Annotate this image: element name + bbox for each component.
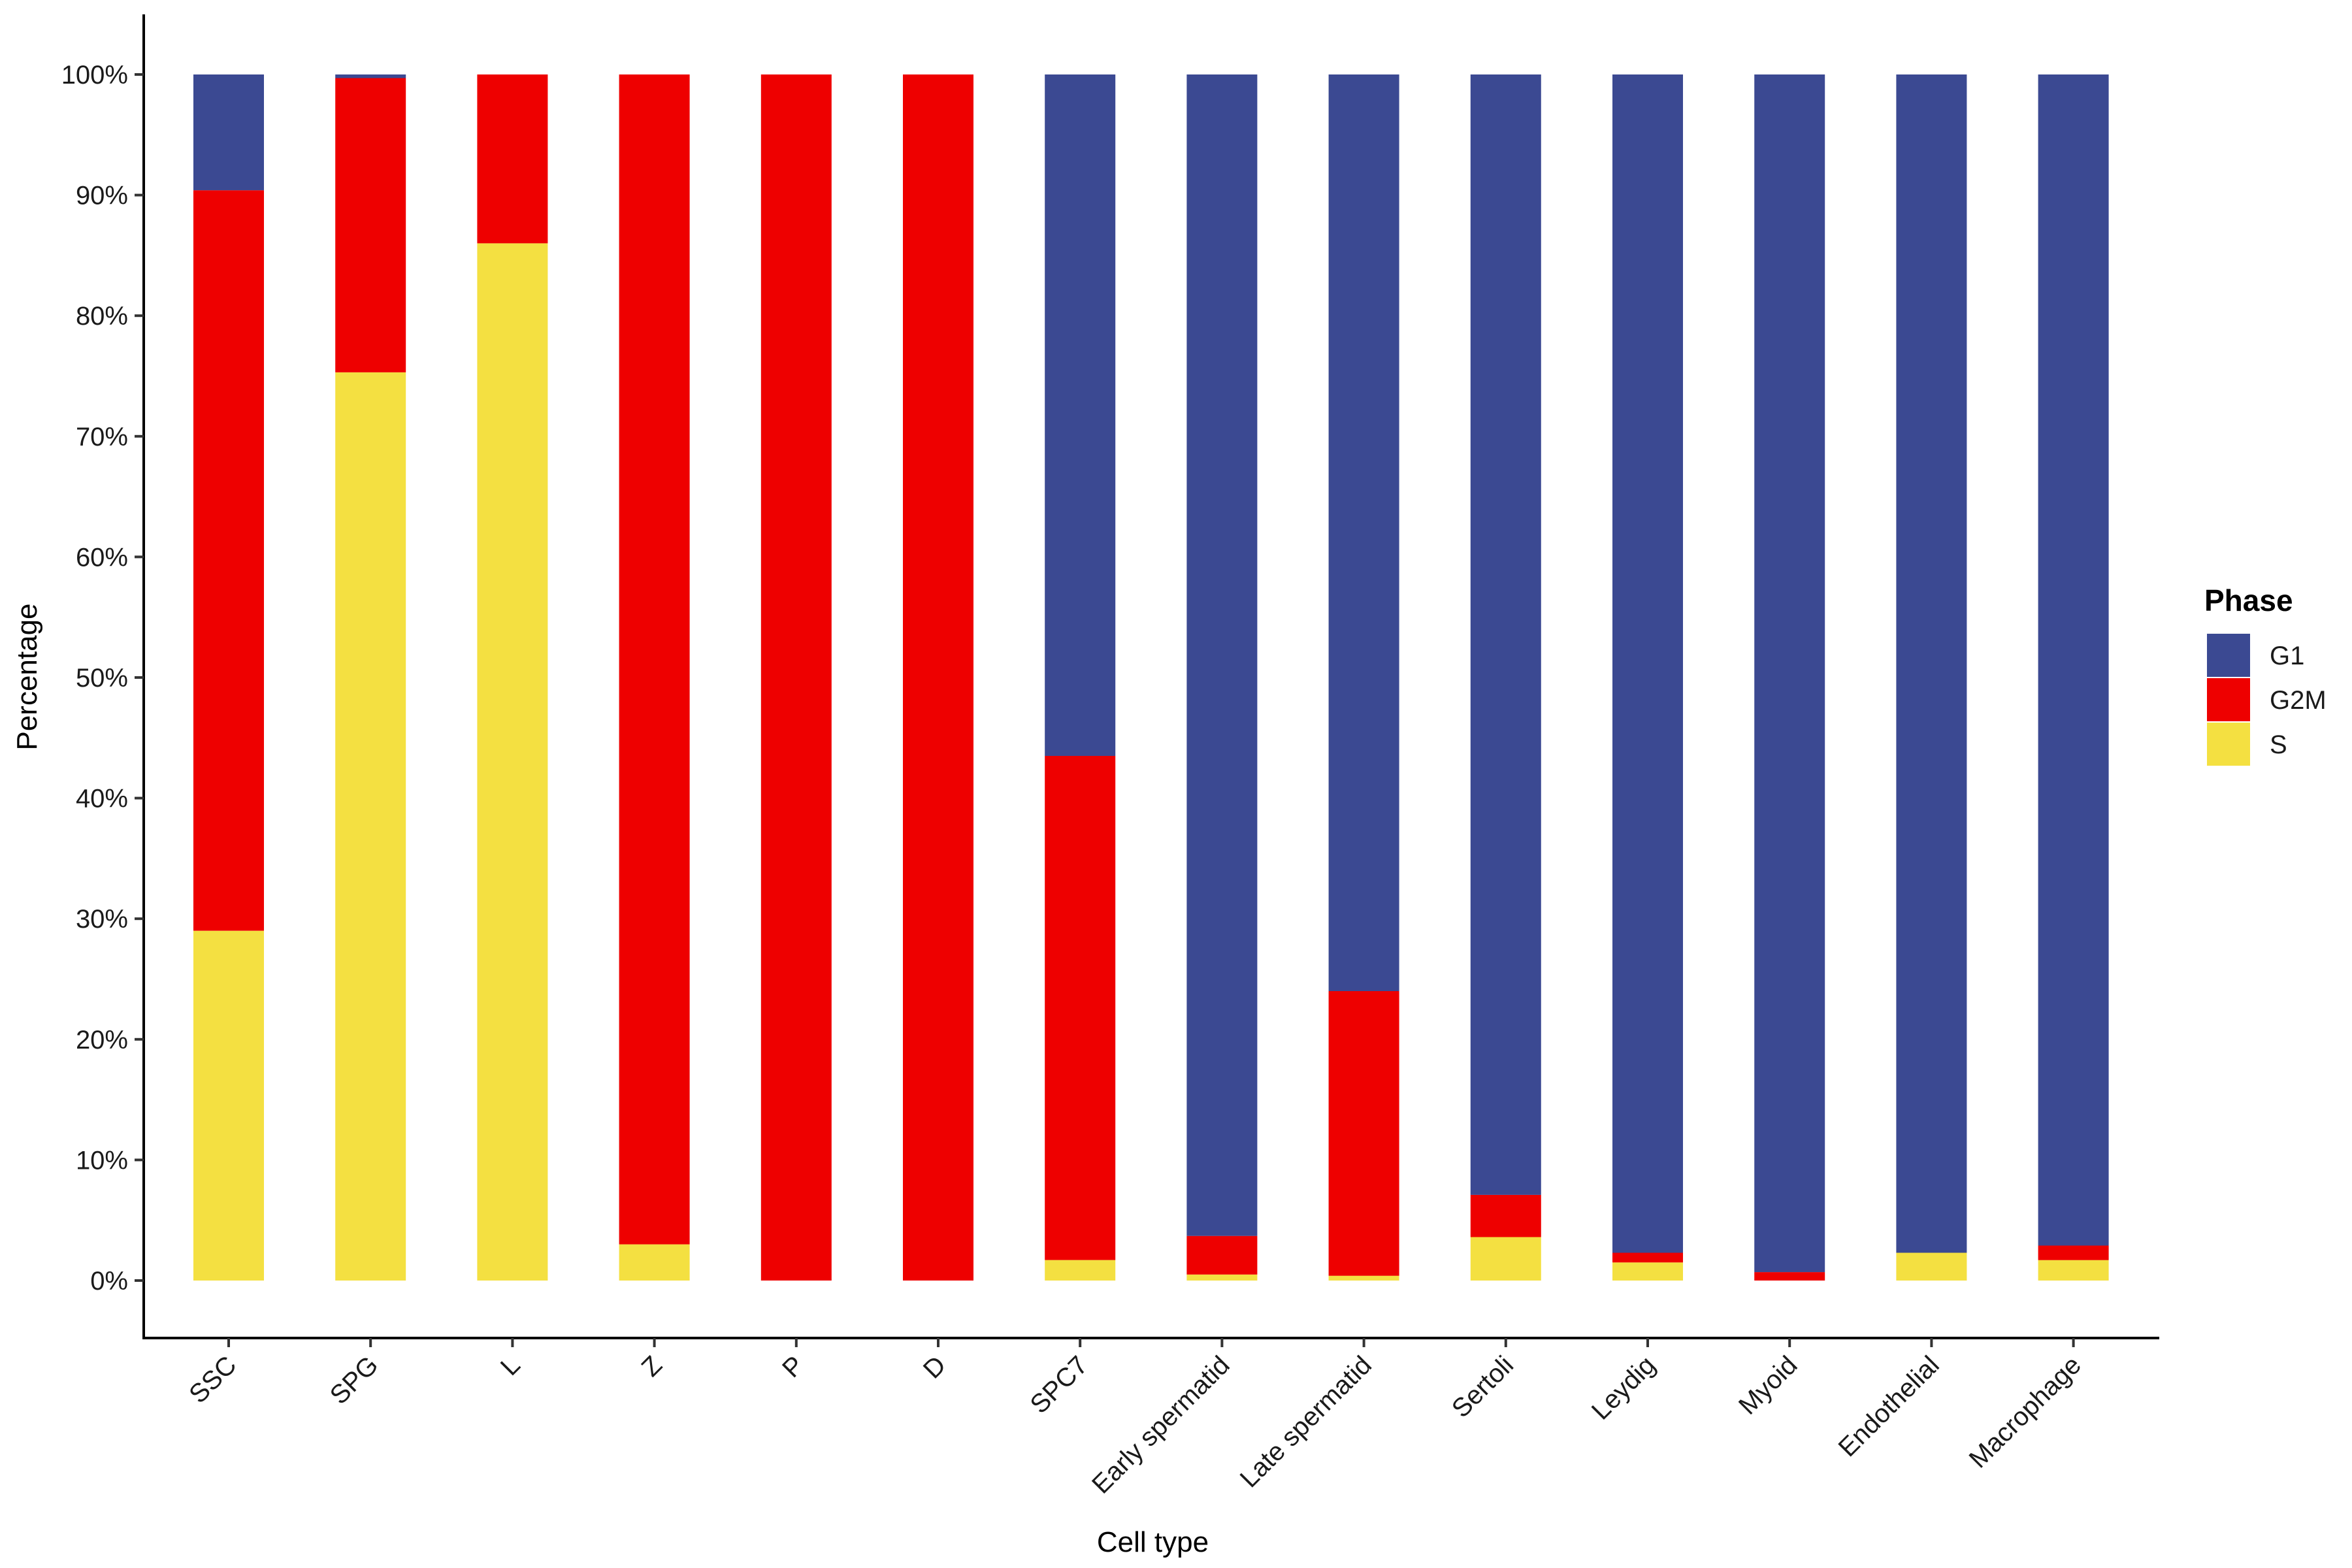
bar-segment-g1-sertoli bbox=[1470, 74, 1541, 1195]
y-tick-label: 60% bbox=[76, 543, 128, 572]
legend-swatch-g1 bbox=[2207, 634, 2250, 677]
y-tick-label: 80% bbox=[76, 302, 128, 331]
x-tick-label: Endothelial bbox=[1833, 1350, 1945, 1462]
x-tick-label: Leydig bbox=[1586, 1350, 1661, 1425]
y-tick-label: 30% bbox=[76, 905, 128, 934]
bar-segment-g2m-myoid bbox=[1754, 1272, 1825, 1281]
x-tick-label: P bbox=[777, 1350, 809, 1383]
bar-segment-s-macrophage bbox=[2038, 1260, 2109, 1281]
legend-label-g1: G1 bbox=[2270, 642, 2304, 670]
bar-segment-g2m-early-spermatid bbox=[1186, 1235, 1258, 1275]
legend-swatch-s bbox=[2207, 723, 2250, 766]
legend-label-g2m: G2M bbox=[2270, 686, 2327, 715]
bar-segment-s-spc7 bbox=[1045, 1260, 1116, 1281]
bar-segment-g1-late-spermatid bbox=[1328, 74, 1399, 991]
legend: Phase G1 G2M S bbox=[2204, 583, 2327, 766]
bar-segment-g2m-d bbox=[903, 74, 973, 1281]
x-tick-label: Late spermatid bbox=[1235, 1350, 1377, 1493]
bar-segment-g2m-late-spermatid bbox=[1328, 991, 1399, 1276]
x-tick-label: SSC bbox=[184, 1350, 242, 1409]
bar-segment-s-z bbox=[619, 1244, 690, 1281]
bar-segment-g2m-macrophage bbox=[2038, 1245, 2109, 1260]
bar-segment-s-late-spermatid bbox=[1328, 1275, 1399, 1281]
y-axis-ticks: 0% 10% 20% 30% 40% 50% 60% 70% 80% 90% 100% bbox=[61, 61, 144, 1296]
y-tick-label: 40% bbox=[76, 785, 128, 813]
bar-segment-g2m-spg bbox=[335, 78, 406, 372]
bar-segment-g1-spc7 bbox=[1045, 74, 1116, 756]
bar-segment-s-leydig bbox=[1612, 1262, 1683, 1281]
bar-segment-g2m-spc7 bbox=[1045, 756, 1116, 1260]
y-tick-label: 50% bbox=[76, 664, 128, 693]
legend-swatch-g2m bbox=[2207, 678, 2250, 721]
bar-segment-g1-ssc bbox=[193, 74, 264, 191]
x-tick-label: Z bbox=[636, 1350, 668, 1382]
bar-segment-s-spg bbox=[335, 372, 406, 1281]
bar-segment-g2m-z bbox=[619, 74, 690, 1245]
bar-segment-g1-early-spermatid bbox=[1186, 74, 1258, 1236]
bar-segment-g2m-leydig bbox=[1612, 1252, 1683, 1263]
bar-segment-g1-macrophage bbox=[2038, 74, 2109, 1246]
bar-segment-g2m-p bbox=[760, 74, 832, 1281]
x-tick-label: L bbox=[495, 1350, 526, 1381]
y-tick-label: 90% bbox=[76, 182, 128, 210]
x-tick-label: Sertoli bbox=[1446, 1350, 1519, 1423]
y-axis-title: Percentage bbox=[11, 603, 43, 750]
legend-label-s: S bbox=[2270, 730, 2287, 759]
bar-segment-s-l bbox=[477, 243, 548, 1281]
x-tick-label: D bbox=[918, 1350, 952, 1384]
bar-segment-g1-spg bbox=[335, 74, 406, 78]
bar-segment-g2m-l bbox=[477, 74, 548, 244]
bars-layer bbox=[193, 74, 2109, 1281]
y-tick-label: 100% bbox=[61, 61, 128, 90]
x-tick-label: Early spermatid bbox=[1086, 1350, 1235, 1499]
bar-segment-g1-leydig bbox=[1612, 74, 1683, 1253]
y-tick-label: 10% bbox=[76, 1146, 128, 1175]
y-tick-label: 20% bbox=[76, 1026, 128, 1054]
bar-segment-s-ssc bbox=[193, 930, 264, 1281]
legend-title: Phase bbox=[2204, 583, 2293, 617]
bar-segment-g1-myoid bbox=[1754, 74, 1825, 1273]
x-tick-label: SPC7 bbox=[1025, 1350, 1094, 1419]
x-tick-label: SPG bbox=[325, 1350, 384, 1410]
bar-segment-g2m-sertoli bbox=[1470, 1194, 1541, 1237]
bar-segment-s-early-spermatid bbox=[1186, 1274, 1258, 1281]
y-tick-label: 70% bbox=[76, 423, 128, 451]
x-tick-label: Myoid bbox=[1733, 1350, 1803, 1420]
y-tick-label: 0% bbox=[90, 1267, 128, 1296]
x-tick-label: Macrophage bbox=[1964, 1350, 2087, 1473]
x-axis-title: Cell type bbox=[1097, 1526, 1209, 1558]
bar-segment-s-sertoli bbox=[1470, 1237, 1541, 1281]
bar-segment-g1-endothelial bbox=[1896, 74, 1967, 1253]
bar-segment-s-endothelial bbox=[1896, 1252, 1967, 1281]
bar-segment-g2m-ssc bbox=[193, 190, 264, 931]
